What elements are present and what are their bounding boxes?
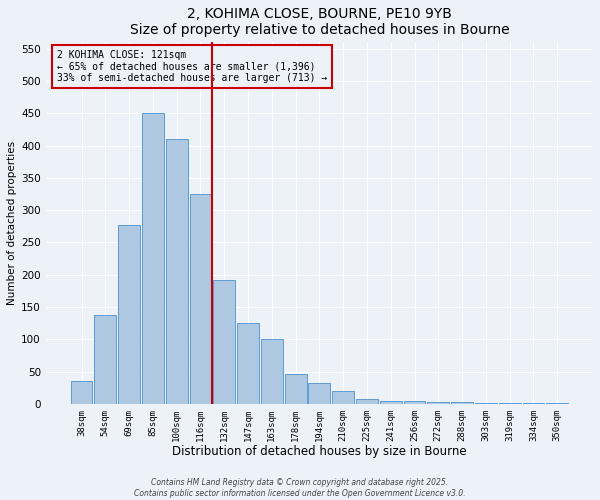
Bar <box>261 340 283 404</box>
Bar <box>308 383 331 404</box>
Bar <box>380 400 401 404</box>
Title: 2, KOHIMA CLOSE, BOURNE, PE10 9YB
Size of property relative to detached houses i: 2, KOHIMA CLOSE, BOURNE, PE10 9YB Size o… <box>130 7 509 37</box>
Bar <box>356 400 378 404</box>
Bar <box>404 400 425 404</box>
Bar <box>427 402 449 404</box>
Bar <box>332 391 354 404</box>
Bar <box>166 140 188 404</box>
Bar <box>451 402 473 404</box>
X-axis label: Distribution of detached houses by size in Bourne: Distribution of detached houses by size … <box>172 445 467 458</box>
Bar <box>190 194 211 404</box>
Bar <box>214 280 235 404</box>
Bar <box>499 403 521 404</box>
Y-axis label: Number of detached properties: Number of detached properties <box>7 141 17 305</box>
Bar <box>523 403 544 404</box>
Bar <box>118 225 140 404</box>
Bar <box>94 316 116 404</box>
Text: 2 KOHIMA CLOSE: 121sqm
← 65% of detached houses are smaller (1,396)
33% of semi-: 2 KOHIMA CLOSE: 121sqm ← 65% of detached… <box>56 50 327 83</box>
Bar <box>546 403 568 404</box>
Bar <box>237 323 259 404</box>
Bar <box>142 114 164 404</box>
Bar <box>475 403 497 404</box>
Bar <box>71 381 92 404</box>
Text: Contains HM Land Registry data © Crown copyright and database right 2025.
Contai: Contains HM Land Registry data © Crown c… <box>134 478 466 498</box>
Bar <box>284 374 307 404</box>
